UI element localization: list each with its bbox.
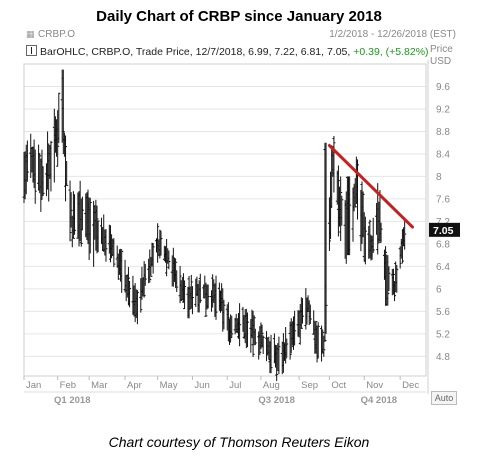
y-tick-label: 9.6	[436, 82, 450, 93]
chart-title: Daily Chart of CRBP since January 2018	[96, 8, 382, 25]
last-price-label: 7.05	[433, 225, 454, 237]
x-tick-label: Sep	[301, 380, 318, 391]
resistance-trendline[interactable]	[327, 144, 415, 229]
y-tick-label: 6.8	[436, 239, 450, 250]
chart-panel: ▦ CRBP.O 1/2/2018 - 12/26/2018 (EST) Bar…	[22, 28, 460, 430]
y-tick-label: 8	[436, 172, 442, 183]
y-tick-label: 6.4	[436, 262, 450, 273]
x-tick-label: Aug	[263, 380, 280, 391]
legend-change: +0.39, (+5.82%)	[353, 46, 429, 58]
quarter-label: Q4 2018	[361, 395, 397, 406]
y-tick-label: 7.6	[436, 194, 450, 205]
series-legend: BarOHLC, CRBP.O, Trade Price, 12/7/2018,…	[26, 45, 429, 59]
y-tick-label: 9.2	[436, 104, 450, 115]
currency-label: USD	[430, 56, 452, 67]
y-tick-label: 5.6	[436, 307, 450, 318]
date-range-label: 1/2/2018 - 12/26/2018 (EST)	[329, 29, 456, 40]
x-tick-label: Dec	[402, 380, 419, 391]
price-chart[interactable]: 4.8 5.2 5.6 6 6.4 6.8 7.2 7.6 8 8.4 8.8 9.2 9.6 Jan Fe…	[22, 28, 460, 430]
y-tick-label: 5.2	[436, 329, 450, 340]
quarter-label: Q3 2018	[258, 395, 294, 406]
y-tick-label: 7.2	[436, 217, 450, 228]
chart-caption: Chart courtesy of Thomson Reuters Eikon	[108, 434, 370, 450]
x-tick-label: Nov	[366, 380, 383, 391]
auto-scale-button[interactable]: Auto	[431, 391, 457, 405]
x-tick-label: Feb	[60, 380, 76, 391]
chart-toolbar: ▦ CRBP.O 1/2/2018 - 12/26/2018 (EST)	[22, 28, 460, 42]
y-tick-label: 4.8	[436, 352, 450, 363]
plot-frame	[23, 63, 427, 377]
symbol-label: CRBP.O	[38, 29, 76, 40]
settings-icon[interactable]: ▦	[26, 29, 35, 39]
x-tick-label: Apr	[127, 380, 142, 391]
legend-text: BarOHLC, CRBP.O, Trade Price, 12/7/2018,…	[40, 46, 351, 58]
price-axis-header: Price USD	[430, 44, 453, 68]
x-tick-label: Jul	[229, 380, 241, 391]
y-tick-label: 8.8	[436, 127, 450, 138]
x-tick-label: Mar	[91, 380, 107, 391]
x-tick-label: Jan	[26, 380, 41, 391]
ohlc-bar-icon	[26, 45, 37, 56]
x-tick-label: Jun	[194, 380, 209, 391]
x-tick-label: Oct	[331, 380, 346, 391]
last-price-marker	[429, 222, 460, 237]
y-tick-label: 8.4	[436, 149, 450, 160]
quarter-label: Q1 2018	[54, 395, 90, 406]
x-tick-label: May	[160, 380, 178, 391]
y-tick-label: 6	[436, 284, 442, 295]
price-axis-title: Price	[430, 44, 453, 55]
